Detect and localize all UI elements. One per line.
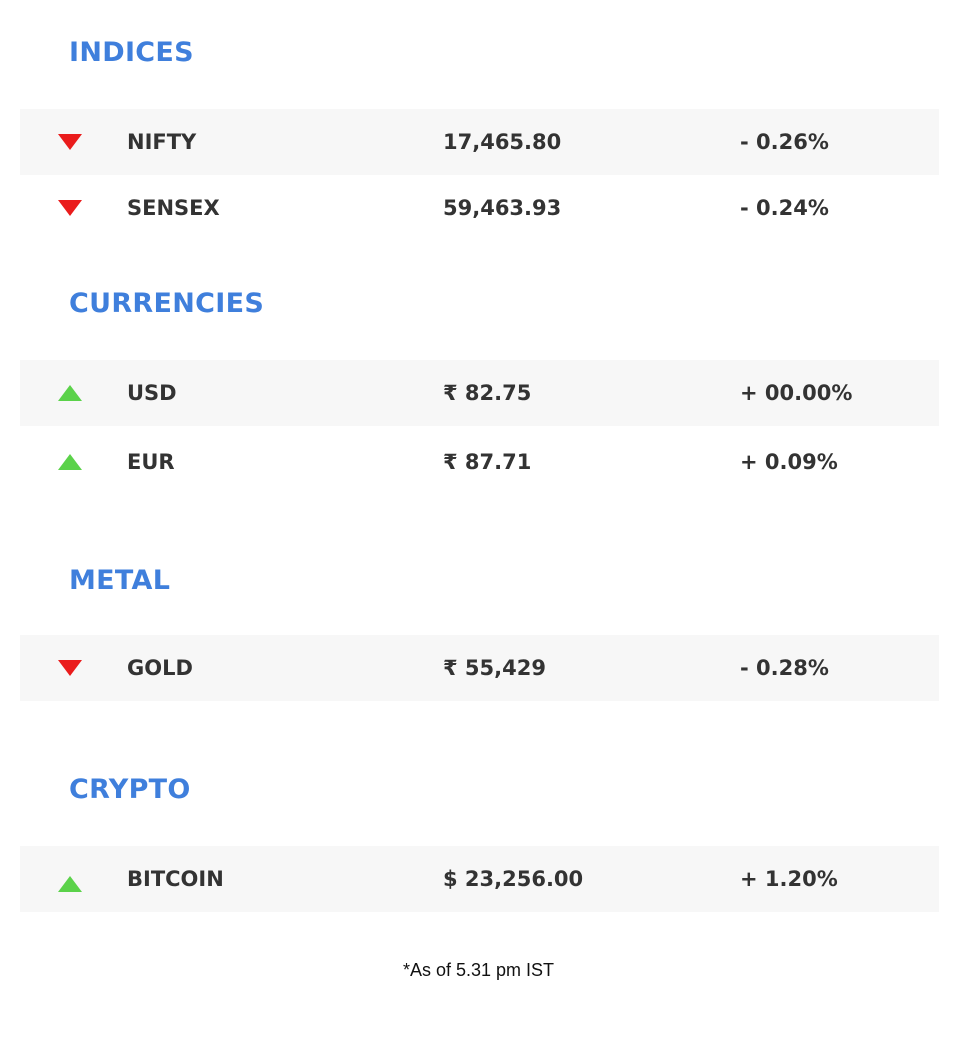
market-row-usd: USD ₹ 82.75 + 00.00%	[20, 360, 939, 426]
instrument-change: - 0.26%	[740, 130, 829, 154]
timestamp-footnote: *As of 5.31 pm IST	[402, 960, 555, 980]
market-row-nifty: NIFTY 17,465.80 - 0.26%	[20, 109, 939, 175]
instrument-change: + 00.00%	[740, 381, 853, 405]
instrument-name: BITCOIN	[127, 867, 224, 891]
instrument-value: ₹ 55,429	[443, 656, 546, 680]
triangle-down-icon	[58, 660, 82, 676]
instrument-change: - 0.24%	[740, 196, 829, 220]
instrument-change: + 1.20%	[740, 867, 838, 891]
instrument-change: - 0.28%	[740, 656, 829, 680]
instrument-value: 17,465.80	[443, 130, 562, 154]
instrument-value: ₹ 87.71	[443, 450, 532, 474]
section-title-currencies: CURRENCIES	[69, 288, 265, 319]
market-row-bitcoin: BITCOIN $ 23,256.00 + 1.20%	[20, 846, 939, 912]
section-title-indices: INDICES	[69, 37, 194, 68]
instrument-value: ₹ 82.75	[443, 381, 532, 405]
triangle-down-icon	[58, 200, 82, 216]
market-row-eur: EUR ₹ 87.71 + 0.09%	[20, 429, 939, 495]
market-row-sensex: SENSEX 59,463.93 - 0.24%	[20, 175, 939, 241]
section-title-metal: METAL	[69, 565, 171, 596]
triangle-up-icon	[58, 454, 82, 470]
instrument-name: SENSEX	[127, 196, 220, 220]
instrument-value: $ 23,256.00	[443, 867, 584, 891]
instrument-name: EUR	[127, 450, 175, 474]
triangle-down-icon	[58, 134, 82, 150]
instrument-change: + 0.09%	[740, 450, 838, 474]
instrument-value: 59,463.93	[443, 196, 562, 220]
market-row-gold: GOLD ₹ 55,429 - 0.28%	[20, 635, 939, 701]
instrument-name: USD	[127, 381, 177, 405]
instrument-name: NIFTY	[127, 130, 197, 154]
instrument-name: GOLD	[127, 656, 193, 680]
triangle-up-icon	[58, 876, 82, 892]
section-title-crypto: CRYPTO	[69, 774, 191, 805]
triangle-up-icon	[58, 385, 82, 401]
